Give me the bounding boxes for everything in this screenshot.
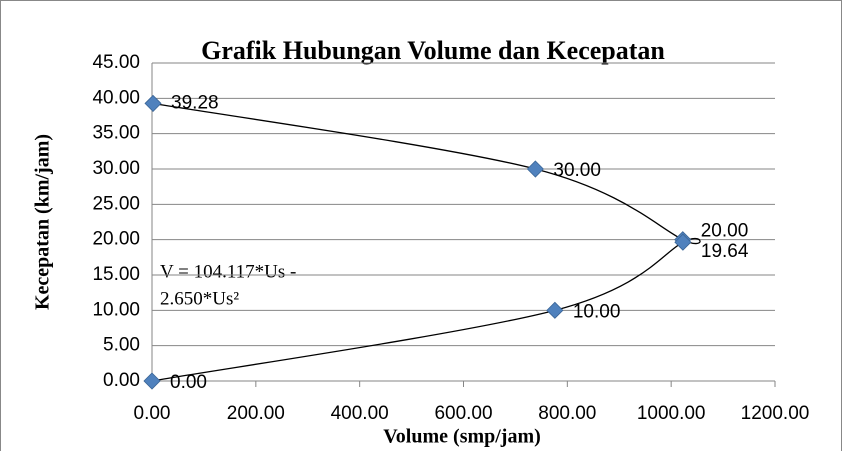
x-tick-label: 200.00 xyxy=(227,403,285,424)
data-label: 19.64 xyxy=(701,241,749,262)
y-tick-label: 5.00 xyxy=(103,335,140,356)
y-tick-label: 45.00 xyxy=(92,52,140,73)
data-label: 20.00 xyxy=(701,221,749,242)
data-label: 10.00 xyxy=(573,301,621,322)
y-tick-label: 10.00 xyxy=(92,299,140,320)
y-axis-label: Kecepatan (km/jam) xyxy=(32,134,54,310)
y-tick-label: 15.00 xyxy=(92,264,140,285)
point xyxy=(143,372,161,390)
x-tick-label: 800.00 xyxy=(538,403,596,424)
x-tick-label: 1000.00 xyxy=(637,403,706,424)
chart-title: Grafik Hubungan Volume dan Kecepatan xyxy=(201,36,665,65)
data-label: 0.00 xyxy=(170,372,207,393)
y-tick-label: 40.00 xyxy=(92,87,140,108)
point xyxy=(526,160,544,178)
y-tick-label: 0.00 xyxy=(103,370,140,391)
x-tick-label: 1200.00 xyxy=(741,403,810,424)
data-label: 39.28 xyxy=(171,92,219,113)
y-tick-label: 30.00 xyxy=(92,158,140,179)
x-tick-label: 0.00 xyxy=(134,403,171,424)
data-label: 30.00 xyxy=(553,160,601,181)
point xyxy=(674,233,692,251)
annotation: 2.650*Us² xyxy=(160,288,239,309)
x-tick-label: 400.00 xyxy=(331,403,389,424)
x-tick-label: 600.00 xyxy=(434,403,492,424)
annotation: V = 104.117*Us - xyxy=(160,261,296,282)
point xyxy=(144,94,162,112)
point xyxy=(546,301,564,319)
y-tick-label: 20.00 xyxy=(92,229,140,250)
y-tick-label: 25.00 xyxy=(92,193,140,214)
trendline xyxy=(151,102,701,382)
y-tick-label: 35.00 xyxy=(92,123,140,144)
x-axis-label: Volume (smp/jam) xyxy=(383,426,541,448)
